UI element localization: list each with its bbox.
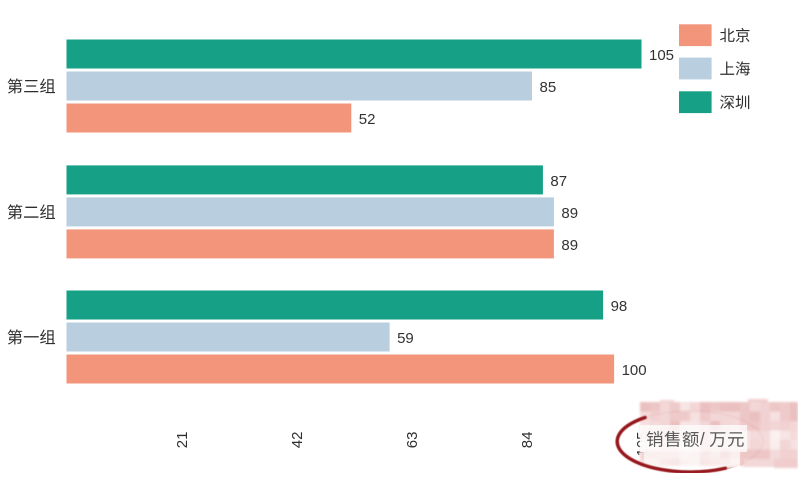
svg-text:63: 63 (404, 432, 421, 449)
svg-text:89: 89 (561, 205, 578, 222)
svg-text:105: 105 (649, 47, 674, 64)
svg-text:87: 87 (550, 173, 567, 190)
svg-text:100: 100 (622, 362, 647, 379)
svg-text:/: / (700, 429, 705, 449)
svg-text:21: 21 (174, 432, 191, 449)
svg-text:42: 42 (289, 432, 306, 449)
svg-text:52: 52 (359, 111, 376, 128)
svg-text:59: 59 (397, 330, 414, 347)
svg-text:89: 89 (561, 237, 578, 254)
svg-text:84: 84 (519, 432, 536, 449)
svg-text:98: 98 (611, 298, 628, 315)
svg-text:85: 85 (540, 79, 557, 96)
